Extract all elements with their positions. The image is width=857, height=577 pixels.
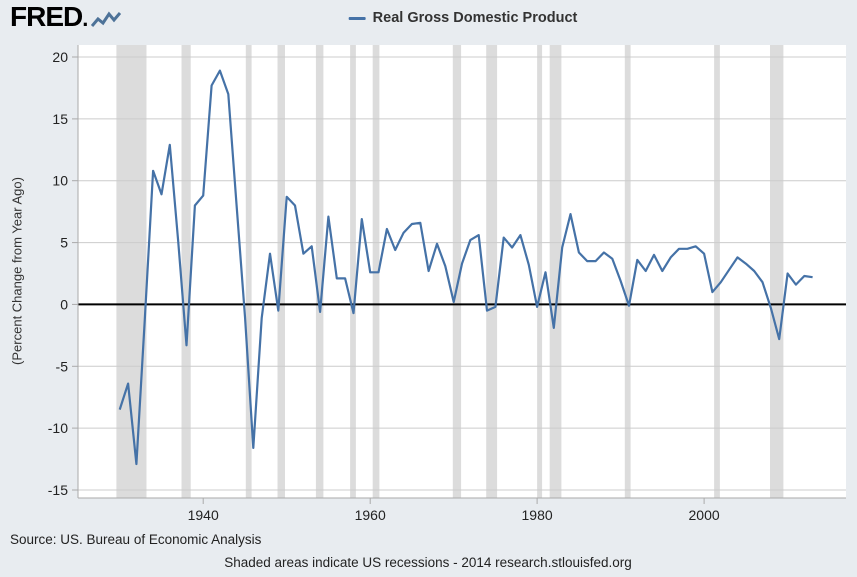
gdp-series-line <box>118 69 813 466</box>
y-tick-label: -10 <box>48 420 68 436</box>
recession-band <box>549 45 562 498</box>
fred-logo-text: FRED <box>10 1 83 32</box>
y-tick-label: 0 <box>60 296 68 312</box>
recession-band <box>452 45 462 498</box>
source-text: Source: US. Bureau of Economic Analysis <box>10 532 262 547</box>
y-tick-label: 20 <box>52 49 68 65</box>
recession-band <box>537 45 543 498</box>
recession-band <box>181 45 191 498</box>
recession-band <box>350 45 356 498</box>
fred-logo-registered-mark: . <box>82 6 89 31</box>
recession-band <box>245 45 252 498</box>
fred-logo-sparkline-icon <box>91 11 122 27</box>
legend: Real Gross Domestic Product <box>348 10 578 26</box>
y-tick-label: -15 <box>48 482 68 498</box>
recession-band <box>714 45 720 498</box>
y-tick-label: -5 <box>56 358 69 374</box>
plot-svg: -15 -10 -5 0 5 10 15 20 1940 1960 1980 2000 <box>48 45 846 523</box>
recession-band <box>116 45 147 498</box>
x-tick-label: 1980 <box>522 507 553 523</box>
legend-line-swatch <box>348 16 366 20</box>
recession-note: Shaded areas indicate US recessions - 20… <box>224 555 632 570</box>
y-tick-label: 15 <box>52 111 68 127</box>
recession-band <box>770 45 784 498</box>
y-tick-label: 10 <box>52 173 68 189</box>
x-tick-label: 2000 <box>689 507 720 523</box>
recession-band <box>315 45 324 498</box>
plot-background <box>78 45 846 498</box>
x-tick-label: 1940 <box>188 507 219 523</box>
recession-band <box>624 45 631 498</box>
legend-label: Real Gross Domestic Product <box>372 10 578 26</box>
y-tick-label: 5 <box>60 235 68 251</box>
x-tick-label: 1960 <box>355 507 386 523</box>
recession-band <box>486 45 498 498</box>
fred-logo: FRED. <box>10 1 122 36</box>
